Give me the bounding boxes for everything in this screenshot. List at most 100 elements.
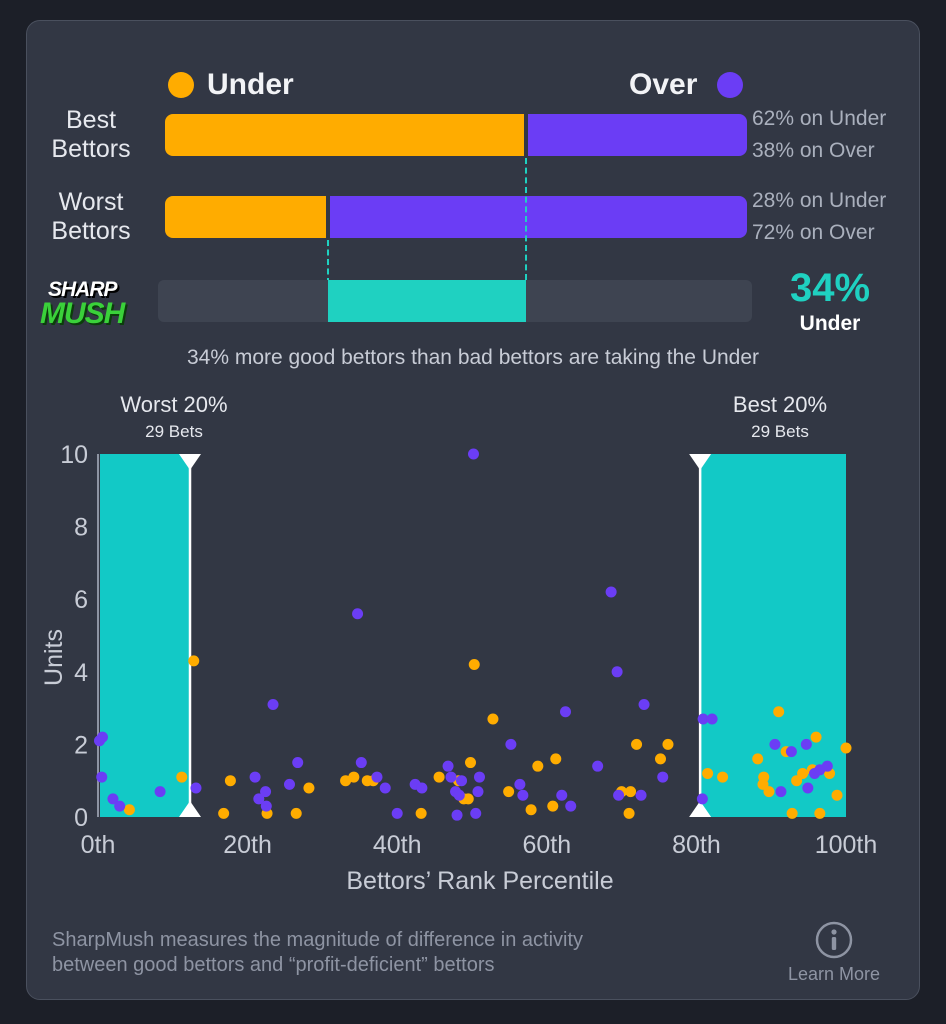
under-data-point [840, 742, 852, 754]
sharpmush-value: 34% [789, 266, 871, 310]
worst-bettors-label-line1: Worst [58, 188, 124, 216]
over-data-point [371, 771, 383, 783]
over-data-point [775, 786, 787, 798]
over-data-point [657, 771, 669, 783]
under-data-point [176, 771, 188, 783]
over-data-point [442, 760, 454, 772]
over-data-point [472, 786, 484, 798]
learn-more-label: Learn More [787, 964, 881, 984]
over-data-point [785, 746, 797, 758]
worst-band-bottom-marker [179, 801, 202, 817]
under-data-point [123, 804, 135, 816]
best-bettors-under-bar [165, 114, 524, 156]
x-tick-label: 80th [672, 831, 721, 859]
sharpmush-caption: 34% more good bettors than bad bettors a… [186, 346, 760, 369]
worst-bettors-label-line2: Bettors [51, 217, 131, 245]
best-bettors-under-pct: 62% on Under [752, 107, 887, 130]
under-data-point [654, 753, 666, 765]
logo-line1: SHARP [48, 278, 118, 301]
under-data-point [487, 713, 499, 725]
best-band-title: Best 20% [733, 392, 827, 417]
best-band-subtitle: 29 Bets [751, 422, 809, 441]
under-data-point [550, 753, 562, 765]
best-band-top-marker [689, 454, 712, 470]
over-data-point [260, 786, 272, 798]
under-data-point [797, 767, 809, 779]
over-data-point [560, 706, 571, 718]
over-data-point [706, 713, 718, 725]
over-data-point [451, 809, 463, 821]
under-data-point [433, 771, 445, 783]
y-axis-label: Units [40, 629, 68, 686]
over-data-point [391, 807, 403, 819]
over-data-point [565, 800, 577, 812]
under-data-point [625, 786, 637, 798]
under-data-point [831, 789, 843, 801]
over-data-point [453, 789, 465, 801]
under-data-point [340, 775, 352, 787]
under-data-point [752, 753, 764, 765]
under-data-point [662, 738, 674, 750]
y-tick-label: 6 [74, 586, 88, 614]
over-data-point [473, 771, 485, 783]
y-tick-label: 8 [74, 514, 88, 542]
under-data-point [814, 807, 826, 819]
best-split-guide-line [524, 158, 527, 280]
under-data-point [525, 804, 537, 816]
over-legend-label: Over [629, 68, 698, 101]
over-data-point [556, 789, 568, 801]
over-data-point [696, 793, 708, 805]
under-data-point [468, 659, 480, 671]
over-data-point [96, 771, 108, 783]
over-data-point [416, 782, 428, 794]
under-data-point [758, 771, 770, 783]
sharpmush-fill-bar [327, 280, 526, 322]
under-data-point [702, 767, 714, 779]
over-data-point [352, 608, 364, 620]
under-data-point [303, 782, 315, 794]
over-data-point [355, 757, 367, 769]
over-data-point [154, 786, 166, 798]
worst-bettors-under-pct: 28% on Under [752, 189, 887, 212]
under-data-point [224, 775, 236, 787]
under-data-point [532, 760, 544, 772]
under-legend-dot [168, 72, 194, 98]
footer-line1: SharpMush measures the magnitude of diff… [52, 929, 584, 951]
x-tick-label: 40th [373, 831, 422, 859]
best-20-band [700, 454, 846, 817]
under-data-point [623, 807, 635, 819]
worst-bettors-pct: 28% on Under 72% on Over [752, 185, 886, 249]
best-bettors-label-line1: Best [65, 106, 117, 134]
worst-bettors-under-bar [165, 196, 326, 238]
under-data-point [773, 706, 785, 718]
under-data-point [188, 655, 200, 667]
over-data-point [592, 760, 604, 772]
over-data-point [613, 789, 625, 801]
over-data-point [821, 760, 833, 772]
over-data-point [260, 800, 272, 812]
best-bettors-label-line2: Bettors [51, 135, 131, 163]
under-data-point [786, 807, 798, 819]
sharpmush-logo: SHARP MUSH [40, 278, 152, 336]
under-data-point [791, 775, 803, 787]
under-data-point [631, 738, 643, 750]
worst-band-subtitle: 29 Bets [145, 422, 203, 441]
y-tick-label: 4 [74, 659, 88, 687]
under-data-point [503, 786, 515, 798]
best-bettors-over-bar [527, 114, 747, 156]
over-data-point [505, 738, 517, 750]
over-data-point [800, 738, 812, 750]
over-data-point [635, 789, 647, 801]
over-data-point [697, 713, 709, 725]
learn-more-button[interactable]: Learn More [776, 920, 892, 986]
over-data-point [96, 731, 108, 743]
under-data-point [465, 757, 477, 769]
under-data-point [717, 771, 729, 783]
best-band-bottom-marker [689, 801, 712, 817]
under-data-point [810, 731, 822, 743]
under-data-point [415, 807, 427, 819]
worst-bettors-over-pct: 72% on Over [752, 221, 875, 244]
over-data-point [292, 757, 304, 769]
worst-bettors-label: Worst Bettors [26, 188, 156, 246]
